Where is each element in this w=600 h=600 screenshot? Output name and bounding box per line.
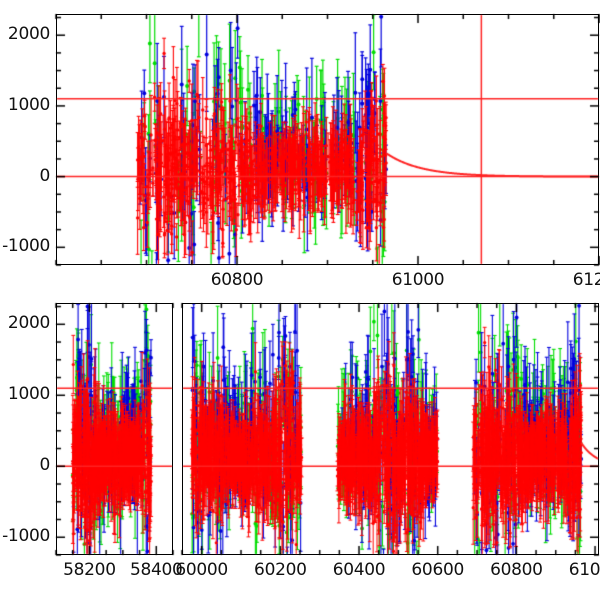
- y-tick-label: 0: [39, 455, 50, 476]
- x-tick-label: 60600: [411, 560, 464, 580]
- x-tick-label: 60000: [175, 560, 228, 580]
- x-tick-label: 60200: [254, 560, 307, 580]
- y-tick-label: 2000: [7, 313, 50, 334]
- x-tick-label: 60800: [490, 560, 543, 580]
- y-tick-label: 1000: [7, 384, 50, 405]
- x-tick-label: 61000: [568, 560, 600, 580]
- x-tick-label: 58200: [63, 560, 116, 580]
- x-tick-label: 60400: [332, 560, 386, 580]
- x-tick-label: 58400: [129, 560, 183, 580]
- y-tick-label: -1000: [2, 526, 50, 547]
